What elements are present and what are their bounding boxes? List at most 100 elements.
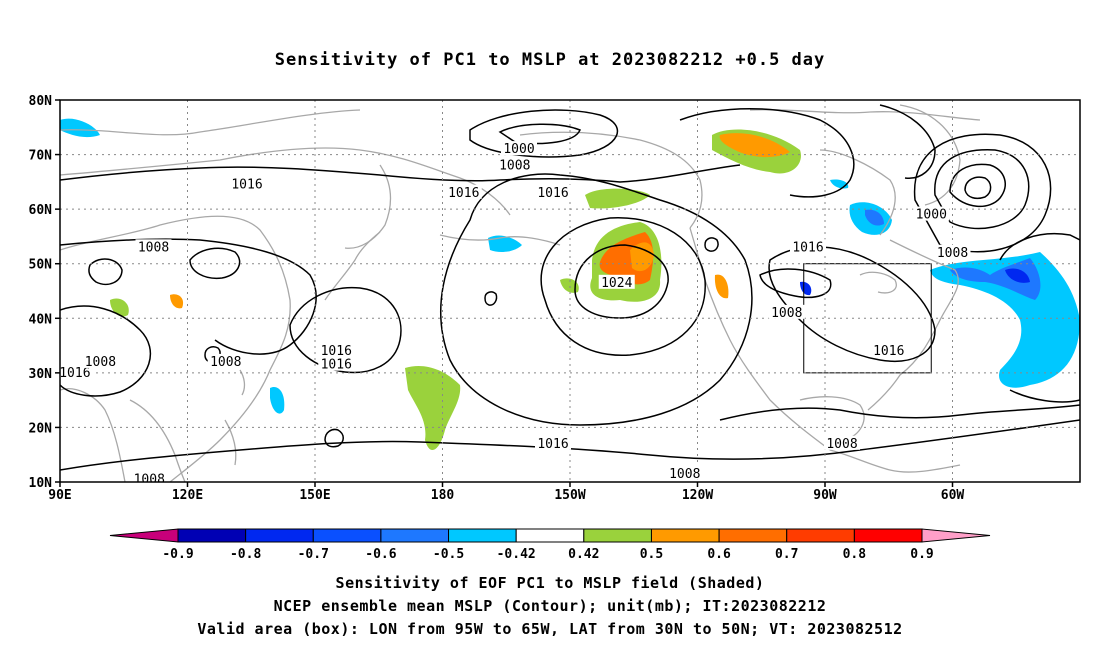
- colorbar-swatch: [853, 528, 923, 543]
- contour-label-bg: [135, 239, 172, 254]
- contour-label-bg: [934, 244, 971, 259]
- contour-label-bg: [318, 343, 355, 358]
- contour-1016-us: [768, 246, 936, 362]
- shade-negative-nw: [830, 179, 849, 189]
- contour-1016-pacific: [440, 173, 753, 426]
- colorbar-label: -0.7: [298, 547, 329, 562]
- colorbar-swatch: [718, 528, 788, 543]
- shade-positive-coast: [714, 274, 729, 299]
- lat-tick-label: 80N: [29, 94, 53, 109]
- contour-label: 1008: [771, 306, 802, 321]
- coast-asia-east: [60, 215, 291, 482]
- contour-label-bg: [496, 157, 533, 172]
- coast-canada-arctic: [749, 109, 981, 121]
- contour-label-bg: [229, 176, 265, 191]
- lat-tick-label: 20N: [29, 421, 53, 436]
- caption-valid-area: Valid area (box): LON from 95W to 65W, L…: [197, 620, 903, 638]
- gridlines: [60, 100, 1080, 482]
- contour-label: 1008: [138, 240, 169, 255]
- caption-shading: Sensitivity of EOF PC1 to MSLP field (Sh…: [335, 574, 765, 592]
- shade-negative-arctic: [60, 118, 100, 138]
- lat-tick-label: 10N: [29, 476, 53, 491]
- caption-contour: NCEP ensemble mean MSLP (Contour); unit(…: [273, 597, 827, 615]
- shade-negative-atlantic-deep: [1005, 268, 1030, 283]
- contour-1008-us: [759, 268, 832, 299]
- coastline-layer: [60, 104, 981, 482]
- contour-label: 1016: [537, 186, 568, 201]
- coast-hudson: [819, 149, 896, 236]
- colorbar-label: 0.9: [910, 547, 933, 562]
- coast-siberia: [60, 147, 511, 216]
- shade-orange-greenland: [719, 133, 790, 158]
- contour-label: 1016: [448, 186, 479, 201]
- contour-atlantic-low-2: [934, 149, 1030, 230]
- shade-negative-asia: [270, 386, 285, 414]
- colorbar-label: -0.6: [365, 547, 396, 562]
- contour-label-bg: [207, 353, 244, 368]
- shade-positive-nw: [585, 188, 650, 209]
- colorbar-label: -0.9: [162, 547, 193, 562]
- contour-label: 1000: [503, 142, 534, 157]
- contour-label: 1024: [601, 276, 632, 291]
- lon-tick-label: 150E: [299, 488, 330, 503]
- shade-positive-dateline: [405, 365, 461, 451]
- colorbar-swatch: [583, 528, 652, 543]
- colorbar-label: 0.5: [640, 547, 663, 562]
- contour-1008-asia: [60, 238, 317, 355]
- shade-negative-us: [800, 281, 812, 296]
- contour-asia-coast-loop: [88, 258, 123, 286]
- contour-label: 1008: [210, 355, 241, 370]
- contour-label: 1016: [792, 240, 823, 255]
- shade-positive-asia2: [170, 294, 184, 309]
- lon-tick-label: 120W: [682, 488, 713, 503]
- shade-positive-ne-pac: [560, 278, 579, 293]
- contour-label: 1008: [85, 355, 116, 370]
- colorbar-swatch: [177, 528, 247, 543]
- contour-1008-loop: [189, 247, 241, 280]
- coast-us-east: [867, 239, 959, 411]
- colorbar-swatch: [448, 528, 517, 543]
- contour-label-bg: [666, 465, 703, 480]
- shade-positive-asia: [110, 298, 129, 317]
- contour-low-bering-inner: [498, 123, 581, 145]
- colorbar-high-triangle: [921, 528, 991, 543]
- coast-taiwan: [239, 369, 246, 396]
- lon-tick-label: 150W: [554, 488, 585, 503]
- contour-label-bg: [445, 184, 482, 199]
- contour-label-bg: [790, 239, 826, 254]
- contour-label: 1016: [321, 358, 352, 373]
- coast-japan: [324, 231, 381, 301]
- contour-label-bg: [535, 184, 571, 199]
- coast-arctic-russia: [60, 109, 361, 136]
- coast-nw-america: [689, 227, 831, 451]
- coast-aleutians: [439, 234, 561, 246]
- contour-label-bg: [768, 304, 805, 319]
- contour-label-bg: [318, 356, 355, 371]
- colorbar-label: -0.42: [497, 547, 536, 562]
- contour-label: 1016: [537, 437, 568, 452]
- contour-label: 1008: [134, 472, 165, 487]
- shade-negative-atlantic-core: [950, 258, 1041, 300]
- contour-label-bg: [824, 435, 860, 450]
- contour-small-loop-1: [324, 428, 344, 448]
- coast-gulf: [799, 396, 865, 441]
- lon-tick-label: 120E: [172, 488, 203, 503]
- colorbar-label: -0.5: [433, 547, 464, 562]
- coast-greenland: [899, 104, 961, 206]
- colorbar-swatch: [312, 528, 382, 543]
- colorbar-swatch: [786, 528, 855, 543]
- coast-kamchatka: [344, 164, 392, 249]
- coast-alaska: [519, 131, 703, 229]
- colorbar-label: 0.8: [843, 547, 867, 562]
- shade-negative-atlantic: [930, 252, 1080, 388]
- coast-indochina: [129, 399, 186, 482]
- colorbar-swatch: [245, 528, 314, 543]
- lon-tick-label: 90E: [48, 488, 71, 503]
- contour-label-bg: [870, 343, 907, 358]
- contour-atlantic-low: [949, 163, 1006, 208]
- contour-small-loop-3: [484, 291, 498, 306]
- contour-1016-atlantic-high: [999, 233, 1080, 403]
- contour-1016-subtropic: [60, 305, 151, 397]
